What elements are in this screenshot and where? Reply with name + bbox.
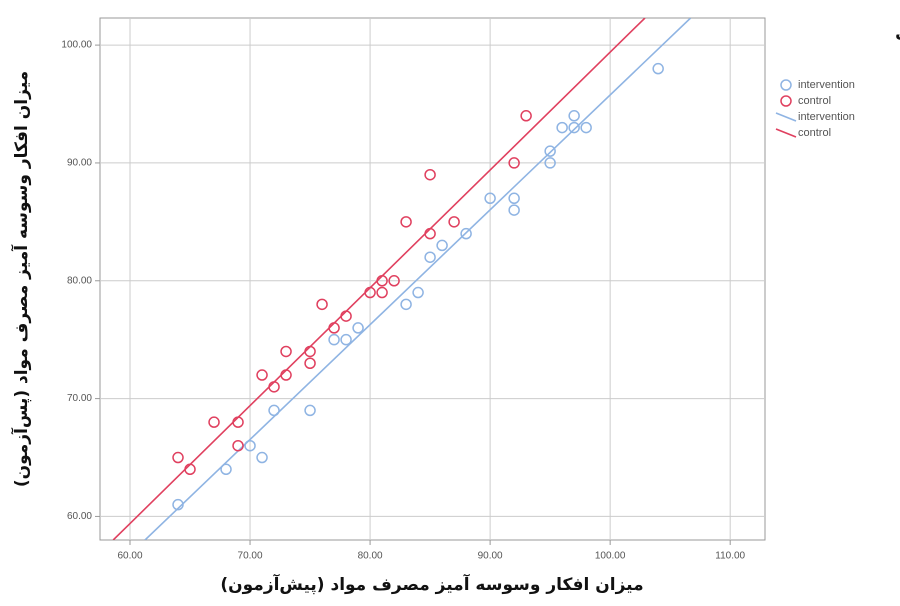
y-tick-label: 60.00 — [67, 511, 92, 522]
point — [340, 333, 352, 346]
x-tick-label: 110.00 — [715, 551, 745, 562]
point — [484, 192, 496, 205]
fit-line — [144, 18, 692, 540]
y-tick-label: 100.00 — [61, 40, 92, 51]
point — [184, 463, 196, 476]
point — [400, 298, 412, 311]
legend-marker — [780, 95, 792, 107]
point — [268, 404, 280, 417]
x-tick-label: 80.00 — [358, 551, 383, 562]
point — [568, 110, 580, 122]
point — [316, 298, 328, 311]
point — [376, 286, 388, 299]
y-tick-label: 90.00 — [67, 158, 92, 169]
point — [328, 322, 340, 334]
x-tick-label: 100.00 — [595, 551, 626, 562]
point — [424, 168, 436, 181]
point — [304, 357, 316, 370]
legend-label: control — [798, 127, 831, 139]
point — [652, 62, 664, 75]
x-tick-label: 90.00 — [478, 551, 503, 562]
point — [508, 192, 520, 205]
point — [304, 404, 316, 417]
point — [268, 381, 280, 393]
point — [364, 286, 376, 299]
y-axis-label: میزان افکار وسوسه آمیز مصرف مواد (پس‌آزم… — [10, 71, 32, 487]
point — [244, 439, 256, 452]
x-tick-label: 70.00 — [238, 551, 263, 562]
point — [328, 333, 340, 346]
point — [556, 121, 568, 134]
legend-label: intervention — [798, 111, 855, 123]
point — [544, 157, 556, 169]
x-axis-label: میزان افکار وسوسه آمیز مصرف مواد (پیش‌آز… — [220, 573, 643, 595]
point — [172, 451, 184, 464]
point — [448, 216, 460, 228]
point — [520, 110, 532, 122]
point — [220, 463, 232, 476]
plot-area — [99, 17, 766, 541]
point — [424, 227, 436, 240]
point — [460, 227, 472, 240]
point — [568, 121, 580, 134]
point — [280, 369, 292, 381]
point — [232, 439, 244, 452]
point — [508, 157, 520, 169]
point — [232, 416, 244, 428]
point — [256, 451, 268, 464]
legend-line — [775, 112, 797, 122]
point — [172, 498, 184, 511]
point — [340, 310, 352, 322]
y-tick-label: 80.00 — [67, 275, 92, 286]
legend-label: control — [798, 95, 831, 107]
point — [436, 239, 448, 252]
legend-title: گروه آزمایش و کنترل — [895, 20, 900, 42]
legend-marker — [780, 79, 792, 91]
point — [388, 275, 400, 287]
point — [208, 416, 220, 428]
fit-line — [112, 18, 646, 540]
point — [412, 286, 424, 299]
point — [580, 121, 592, 134]
point — [400, 216, 412, 228]
point — [508, 204, 520, 216]
y-tick-label: 70.00 — [67, 393, 92, 404]
point — [424, 251, 436, 263]
point — [280, 345, 292, 358]
point — [544, 145, 556, 157]
legend-label: intervention — [798, 79, 855, 91]
point — [256, 369, 268, 381]
legend-line — [775, 128, 797, 138]
x-tick-label: 60.00 — [117, 551, 142, 562]
point — [352, 322, 364, 334]
point — [376, 275, 388, 287]
point — [304, 345, 316, 358]
